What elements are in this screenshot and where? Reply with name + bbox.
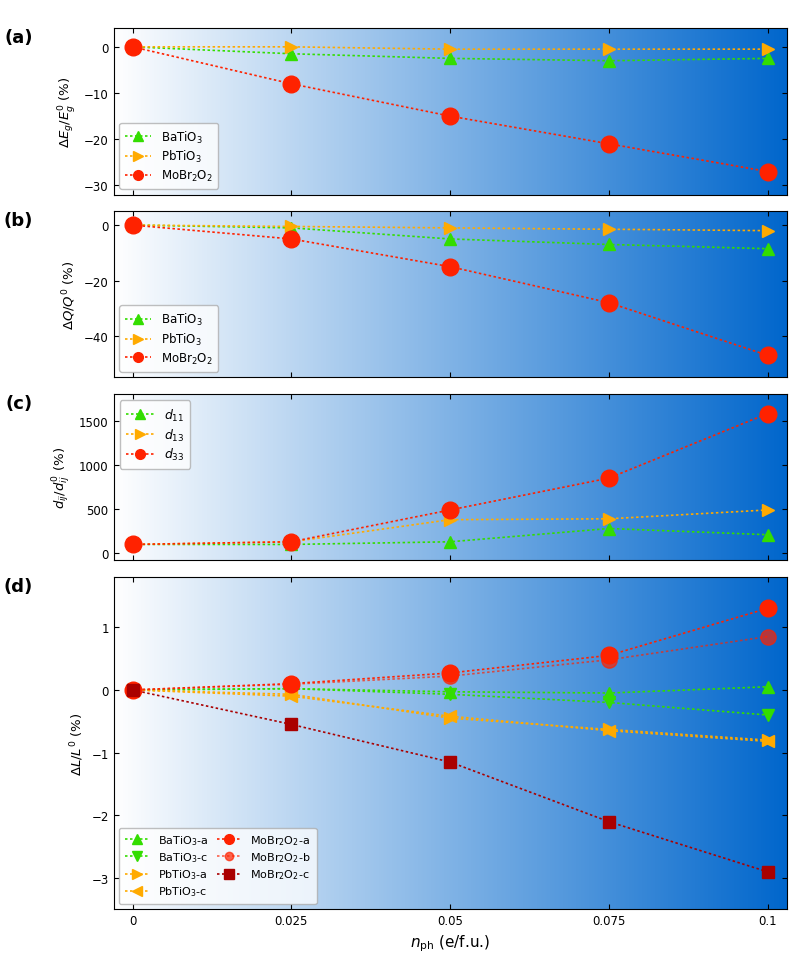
Legend: BaTiO$_3$, PbTiO$_3$, MoBr$_2$O$_2$: BaTiO$_3$, PbTiO$_3$, MoBr$_2$O$_2$	[119, 123, 218, 190]
X-axis label: $n_{\rm ph}$ (e/f.u.): $n_{\rm ph}$ (e/f.u.)	[410, 933, 490, 954]
Text: (d): (d)	[3, 577, 32, 596]
Text: (b): (b)	[3, 212, 32, 230]
Legend: BaTiO$_3$-a, BaTiO$_3$-c, PbTiO$_3$-a, PbTiO$_3$-c, MoBr$_2$O$_2$-a, MoBr$_2$O$_: BaTiO$_3$-a, BaTiO$_3$-c, PbTiO$_3$-a, P…	[119, 827, 316, 904]
Legend: $d_{11}$, $d_{13}$, $d_{33}$: $d_{11}$, $d_{13}$, $d_{33}$	[120, 401, 190, 469]
Y-axis label: $\Delta L/L^0$ (%): $\Delta L/L^0$ (%)	[68, 712, 86, 776]
Y-axis label: $d_{ij}/d_{ij}^0$ (%): $d_{ij}/d_{ij}^0$ (%)	[51, 447, 74, 509]
Y-axis label: $\Delta Q/Q^0$ (%): $\Delta Q/Q^0$ (%)	[61, 260, 79, 330]
Legend: BaTiO$_3$, PbTiO$_3$, MoBr$_2$O$_2$: BaTiO$_3$, PbTiO$_3$, MoBr$_2$O$_2$	[119, 306, 218, 373]
Text: (a): (a)	[4, 29, 32, 47]
Text: (c): (c)	[6, 395, 32, 413]
Y-axis label: $\Delta E_g/E_g^0$ (%): $\Delta E_g/E_g^0$ (%)	[57, 76, 79, 148]
